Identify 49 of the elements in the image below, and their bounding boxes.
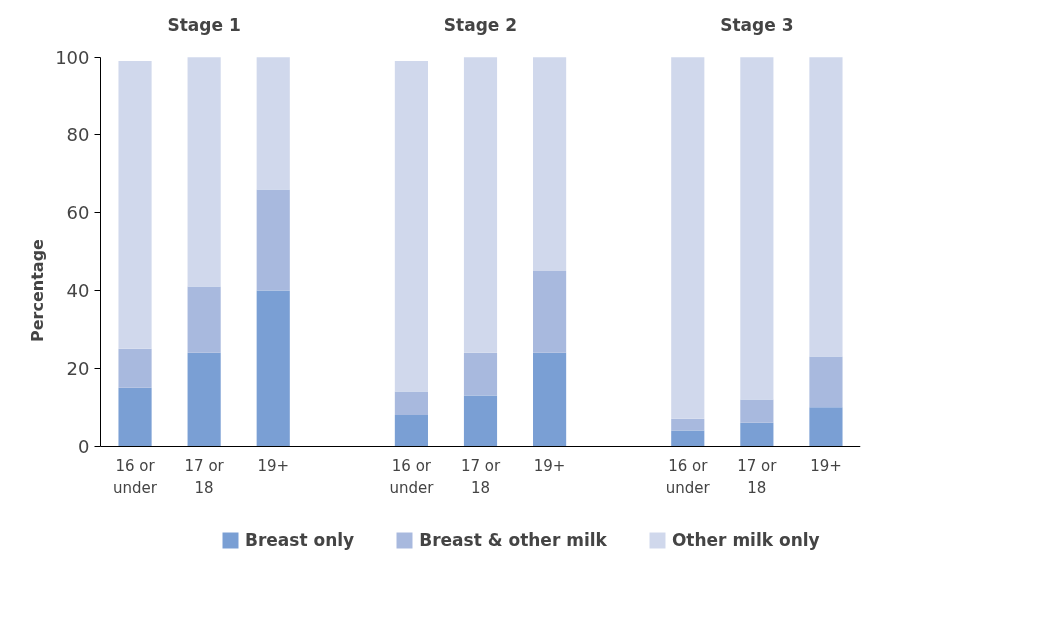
legend-label: Breast & other milk (419, 530, 607, 550)
bar (394, 391, 428, 415)
bar (809, 407, 843, 447)
bar (394, 61, 428, 392)
bar (256, 189, 290, 291)
bar (118, 387, 152, 447)
bar (256, 290, 290, 447)
bar (463, 352, 498, 396)
y-tick-label: 40 (66, 280, 90, 301)
y-tick-label: 80 (66, 124, 90, 146)
bar (533, 352, 567, 447)
bar (463, 57, 498, 353)
y-tick-label: 100 (55, 46, 90, 68)
y-tick-label: 0 (78, 435, 90, 457)
bar (533, 271, 567, 353)
bar (394, 414, 428, 447)
x-tick-label: 17 or 18 (184, 457, 225, 497)
bar (118, 61, 152, 349)
legend-label: Other milk only (671, 530, 820, 550)
x-tick-label: 19+ (810, 457, 842, 476)
text: Stage 1 (167, 15, 241, 36)
x-tick-label: 16 or under (389, 457, 435, 497)
bar (671, 418, 705, 431)
y-tick-label: 60 (66, 202, 90, 224)
x-tick-label: 19+ (533, 457, 566, 476)
bar (187, 352, 221, 447)
bar (533, 57, 567, 272)
x-tick-label: 16 or under (113, 457, 158, 497)
bar (118, 348, 152, 388)
bar (463, 395, 498, 447)
bar (187, 286, 221, 353)
y-tick-label: 20 (66, 357, 90, 379)
x-tick-label: 19+ (257, 457, 290, 476)
bar (256, 57, 290, 190)
bar (740, 399, 774, 423)
legend-label: Breast only (245, 530, 355, 550)
x-tick-label: 16 or under (665, 457, 711, 497)
bar (809, 356, 843, 408)
bar (187, 57, 221, 287)
text: Stage 2 (443, 15, 518, 36)
x-tick-label: 17 or 18 (737, 457, 778, 497)
bar (671, 430, 705, 447)
x-tick-label: 17 or 18 (460, 457, 501, 497)
bar (740, 422, 774, 447)
bar (740, 57, 774, 400)
bar (671, 57, 705, 419)
bar (809, 57, 843, 357)
y-axis-title: Percentage (28, 238, 48, 342)
text: Stage 3 (720, 15, 794, 36)
